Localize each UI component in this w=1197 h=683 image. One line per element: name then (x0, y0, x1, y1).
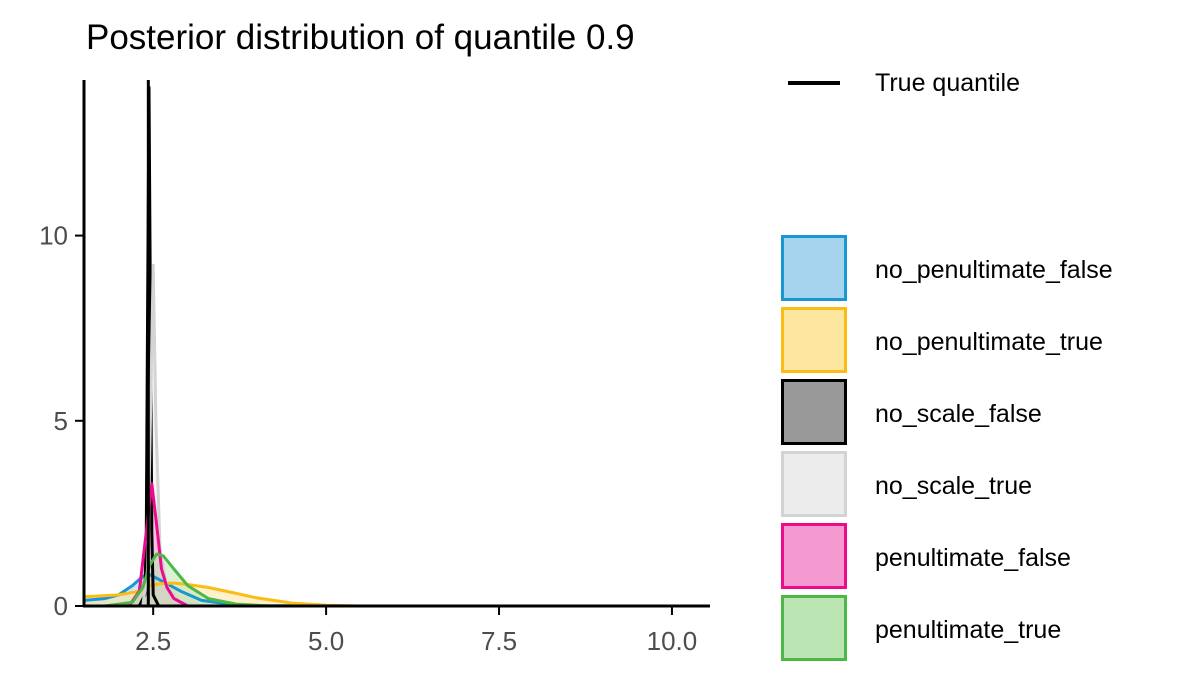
x-tick-label: 7.5 (481, 626, 517, 656)
x-tick-label: 10.0 (647, 626, 698, 656)
axes: 2.5 5.0 7.5 10.0 0 5 10 (39, 80, 710, 656)
legend-label: no_penultimate_false (875, 256, 1113, 284)
legend-swatch (781, 235, 847, 301)
legend-swatch (781, 451, 847, 517)
legend-swatch (781, 523, 847, 589)
legend-label: no_scale_true (875, 472, 1033, 500)
legend-swatch (781, 307, 847, 373)
x-tick-label: 5.0 (308, 626, 344, 656)
legend-item-no-penultimate-true: no_penultimate_true (780, 305, 1180, 377)
legend-item-no-scale-false: no_scale_false (780, 377, 1180, 449)
density-curve-penultimate-false (127, 482, 189, 608)
x-tick-label: 2.5 (135, 626, 171, 656)
legend-item-penultimate-true: penultimate_true (780, 593, 1180, 665)
y-tick-label: 10 (39, 221, 68, 251)
legend-label: penultimate_true (875, 616, 1062, 644)
true-quantile-legend-key (788, 81, 840, 85)
true-quantile-legend-label: True quantile (875, 69, 1020, 97)
legend-item-no-scale-true: no_scale_true (780, 449, 1180, 521)
legend-label: no_penultimate_true (875, 328, 1103, 356)
chart-title: Posterior distribution of quantile 0.9 (86, 18, 635, 57)
density-areas (84, 87, 361, 606)
y-tick-label: 0 (54, 591, 68, 621)
density-curves (83, 85, 361, 608)
legend-item-penultimate-false: penultimate_false (780, 521, 1180, 593)
legend-item-no-penultimate-false: no_penultimate_false (780, 233, 1180, 305)
legend-label: penultimate_false (875, 544, 1071, 572)
legend-swatch (781, 595, 847, 661)
density-curve-penultimate-true (104, 552, 271, 608)
legend-swatch (781, 379, 847, 445)
legend-label: no_scale_false (875, 400, 1042, 428)
y-tick-label: 5 (54, 406, 68, 436)
